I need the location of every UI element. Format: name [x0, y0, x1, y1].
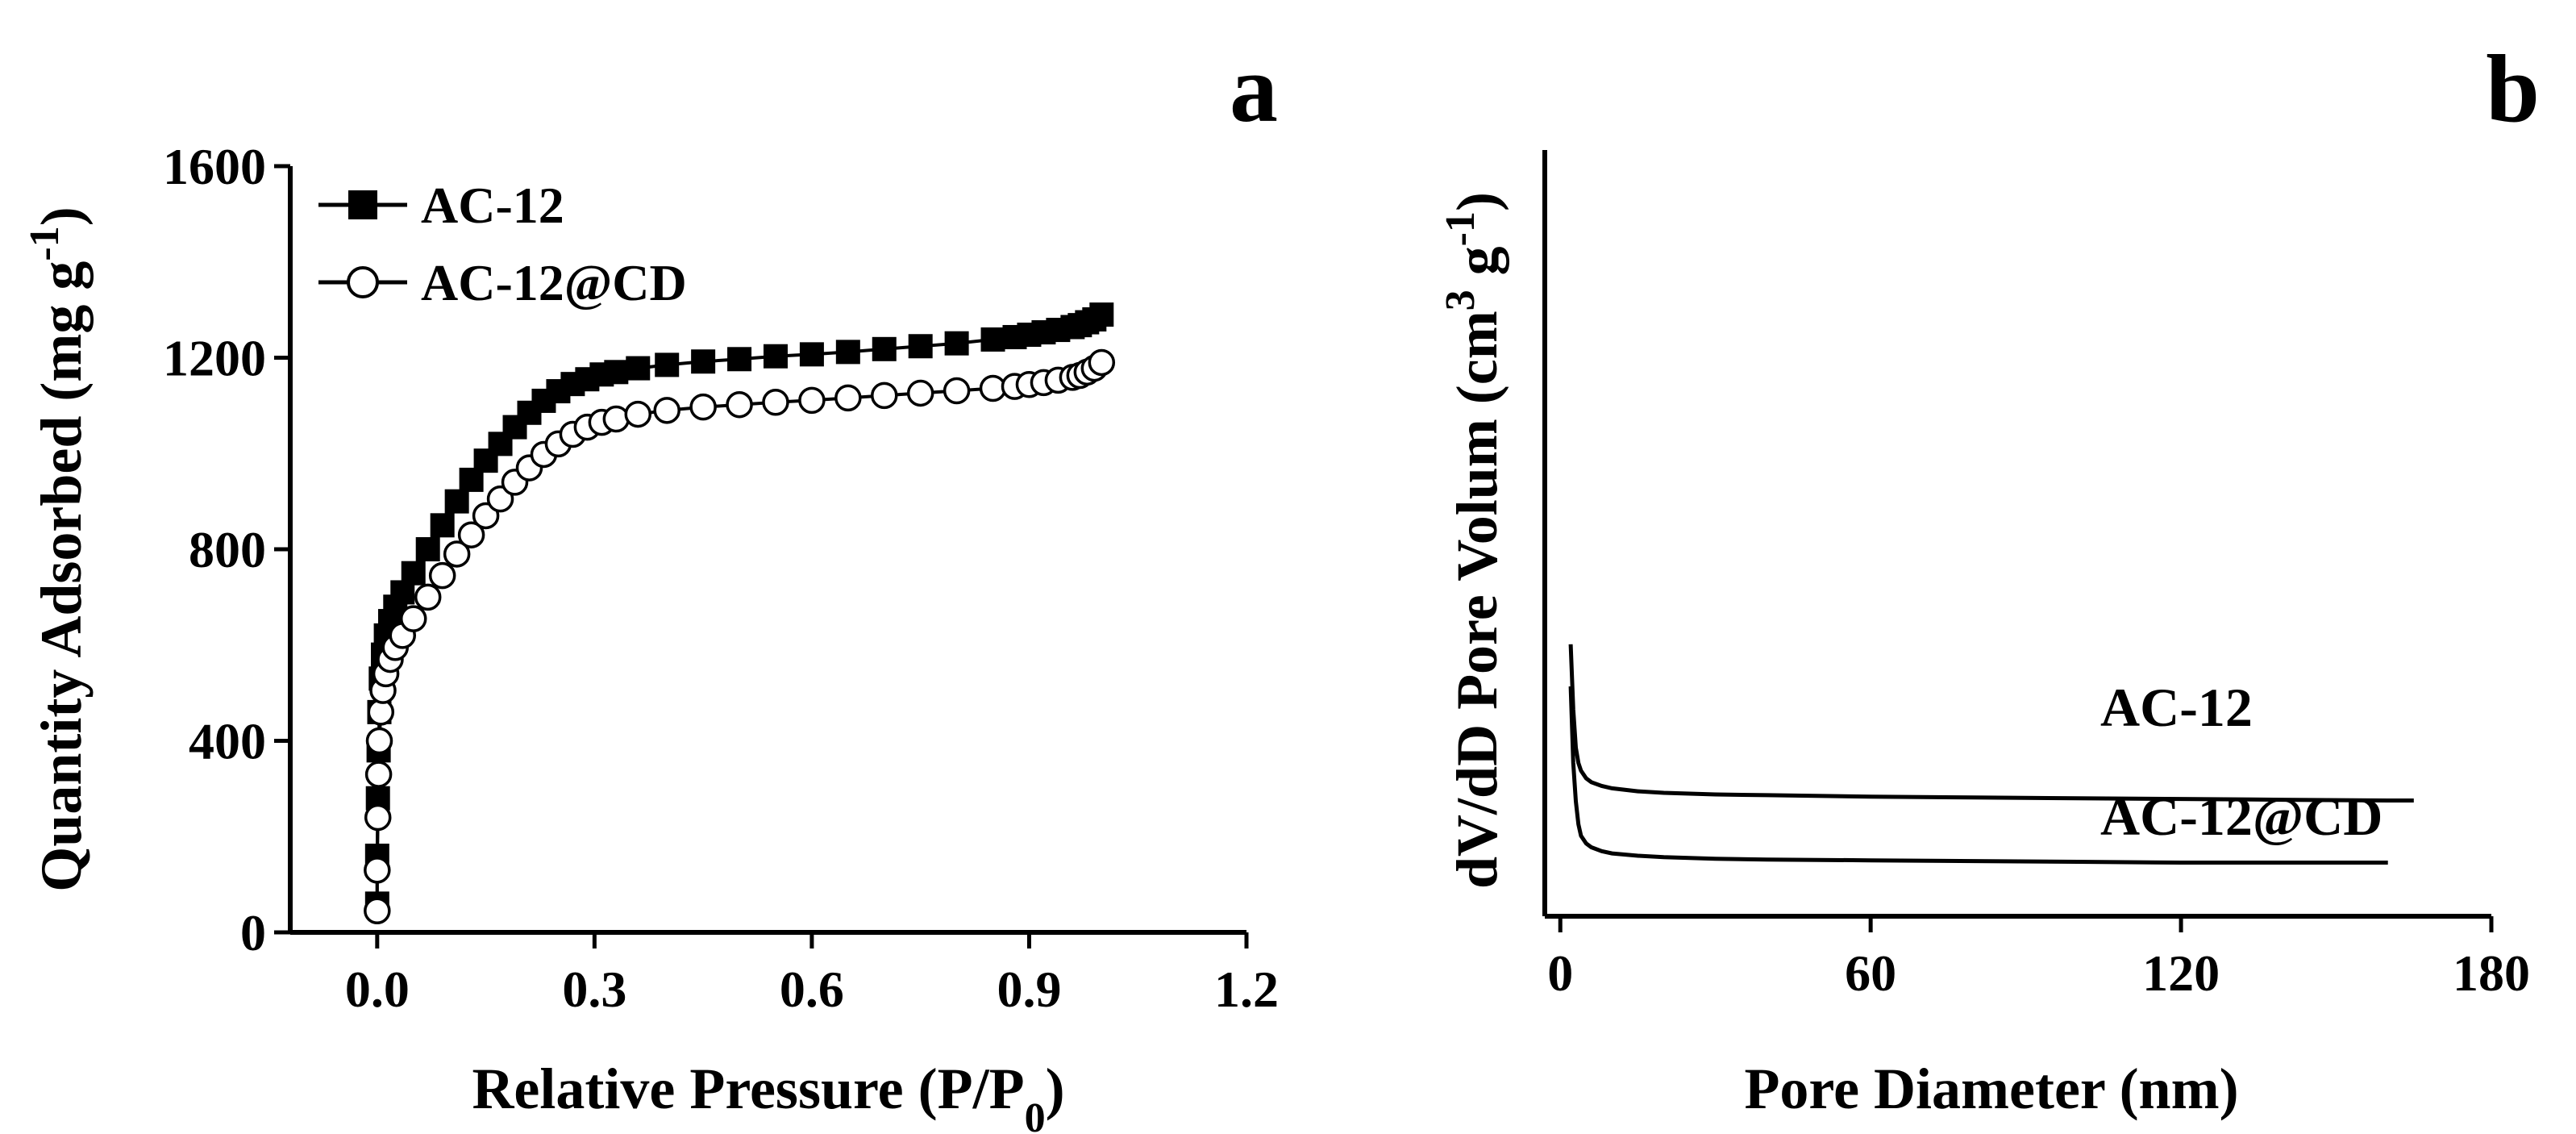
panel-a-series-ac-12-cd	[364, 348, 1116, 925]
data-point-ac-12-cd	[364, 803, 392, 832]
panel-b-y-axis-title-superscript-minus-1: -1	[1438, 211, 1484, 246]
panel-b-label-ac-12: AC-12	[2100, 677, 2253, 738]
data-point-ac-12-cd	[726, 390, 753, 419]
legend-label-ac-12: AC-12	[421, 177, 564, 234]
panel-a-x-tick-label: 0.3	[562, 961, 626, 1018]
panel-b-y-axis-title-superscript-3: 3	[1438, 290, 1484, 311]
panel-b-series-line-ac-12	[1568, 644, 2414, 803]
legend-marker-ac-12	[348, 190, 377, 219]
panel-a-y-tick-label: 0	[240, 904, 266, 961]
data-point-ac-12	[415, 537, 440, 561]
panel-a-y-tick-label: 1600	[163, 138, 266, 195]
data-point-ac-12-cd	[364, 857, 391, 884]
data-point-ac-12	[691, 349, 716, 374]
panel-b-letter: b	[2486, 35, 2540, 142]
data-point-ac-12	[835, 340, 860, 365]
data-point-ac-12	[655, 352, 680, 377]
data-point-ac-12	[763, 344, 788, 369]
panel-b-x-ticks: 0 60 120 180	[1547, 916, 2530, 1002]
data-point-ac-12	[626, 356, 651, 381]
data-point-ac-12	[980, 327, 1005, 352]
data-point-ac-12-cd	[689, 393, 717, 421]
data-point-ac-12	[908, 334, 933, 359]
panel-a-x-tick-label: 0.0	[345, 961, 410, 1018]
data-point-ac-12-cd	[486, 485, 514, 513]
data-point-ac-12-cd	[399, 605, 427, 632]
panel-b-x-tick-label: 180	[2453, 944, 2530, 1002]
panel-a-x-tick-label: 1.2	[1214, 961, 1279, 1018]
data-point-ac-12-cd	[457, 521, 485, 548]
panel-b-x-axis-title: Pore Diameter (nm)	[1744, 1057, 2238, 1121]
data-point-ac-12-cd	[364, 897, 391, 925]
data-point-ac-12-cd	[602, 405, 630, 433]
data-point-ac-12	[799, 342, 824, 367]
panel-a-series-line-ac-12-cd	[375, 361, 1103, 911]
panel-b-series-line-ac-12-cd	[1568, 686, 2388, 865]
panel-b-plot-area	[1568, 644, 2414, 865]
data-point-ac-12-cd	[443, 540, 471, 568]
panel-a-x-axis-title: Relative Pressure (P/P0)	[472, 1057, 1064, 1134]
panel-b-x-tick-label: 60	[1845, 944, 1896, 1002]
data-point-ac-12-cd	[472, 502, 500, 530]
legend-item-ac-12: AC-12	[318, 177, 564, 234]
data-point-ac-12-cd	[762, 388, 789, 416]
panel-a-y-tick-label: 1200	[163, 330, 266, 387]
panel-b-pore-size-distribution: 0 60 120 180 Pore Diameter (nm) dV/dD Pore …	[1438, 35, 2541, 1121]
panel-a-x-axis-title-subscript: 0	[1025, 1095, 1046, 1134]
panel-a-y-ticks: 0 400 800 1200 1600	[163, 138, 290, 961]
panel-a-y-axis-title: Quantity Adsorbed (mg g-1)	[22, 206, 94, 891]
data-point-ac-12-cd	[1088, 348, 1116, 377]
data-point-ac-12-cd	[871, 381, 898, 410]
panel-b-y-axis-title: dV/dD Pore Volum (cm3 g-1)	[1438, 192, 1510, 889]
panel-b-label-ac-12-cd: AC-12@CD	[2100, 786, 2382, 847]
panel-a-x-tick-label: 0.6	[780, 961, 844, 1018]
legend-marker-ac-12-cd	[347, 266, 379, 298]
panel-a-plot-area	[364, 302, 1116, 925]
panel-b-x-tick-label: 0	[1547, 944, 1573, 1002]
data-point-ac-12-cd	[428, 561, 456, 590]
legend-label-ac-12-cd: AC-12@CD	[421, 254, 687, 311]
data-point-ac-12	[1089, 302, 1114, 327]
panel-b-x-tick-label: 120	[2142, 944, 2220, 1002]
panel-a-letter: a	[1230, 35, 1278, 142]
data-point-ac-12	[604, 360, 629, 385]
data-point-ac-12-cd	[365, 727, 393, 755]
data-point-ac-12	[727, 347, 752, 372]
panel-a-legend: AC-12 AC-12@CD	[318, 177, 687, 311]
panel-a-x-ticks: 0.0 0.3 0.6 0.9 1.2	[345, 932, 1279, 1018]
data-point-ac-12	[872, 336, 897, 361]
panel-a-y-axis-title-superscript: -1	[22, 226, 68, 261]
data-point-ac-12	[430, 513, 455, 538]
panel-a-x-tick-label: 0.9	[997, 961, 1061, 1018]
panel-a-y-tick-label: 800	[189, 521, 266, 578]
data-point-ac-12-cd	[653, 397, 680, 424]
data-point-ac-12	[444, 489, 469, 514]
data-point-ac-12-cd	[624, 400, 652, 428]
data-point-ac-12-cd	[798, 386, 826, 415]
data-point-ac-12-cd	[834, 384, 862, 412]
panel-a-adsorption-isotherm: 0.0 0.3 0.6 0.9 1.2 0 400 800 1200 1600 Relative…	[22, 35, 1280, 1134]
legend-item-ac-12-cd: AC-12@CD	[318, 254, 687, 311]
panel-a-y-tick-label: 400	[189, 713, 266, 770]
data-point-ac-12-cd	[906, 379, 934, 407]
data-point-ac-12	[944, 331, 969, 356]
data-point-ac-12	[401, 561, 426, 586]
data-point-ac-12-cd	[943, 377, 971, 405]
data-point-ac-12-cd	[414, 583, 442, 611]
data-point-ac-12-cd	[364, 761, 393, 788]
